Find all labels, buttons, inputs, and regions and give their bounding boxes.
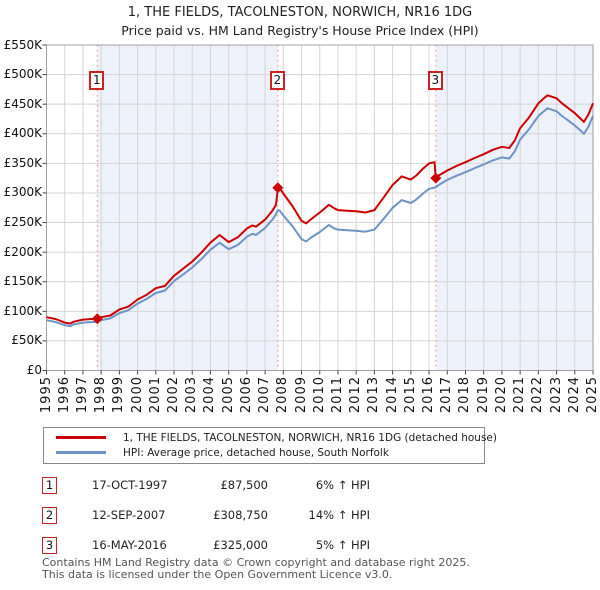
sale-number-badge: 2 <box>42 507 57 524</box>
sale-price: £308,750 <box>213 508 268 522</box>
sale-number-badge: 1 <box>42 477 57 494</box>
y-axis-label: £150K <box>3 274 42 289</box>
x-axis-label: 2009 <box>293 376 309 414</box>
x-axis-label: 2016 <box>421 376 437 414</box>
footer-licence: This data is licensed under the Open Gov… <box>42 568 393 581</box>
x-axis-label: 2010 <box>311 376 327 414</box>
sale-table-row: 1 17-OCT-1997 £87,500 6% ↑ HPI <box>0 477 600 495</box>
sale-price: £325,000 <box>213 538 268 552</box>
x-axis-label: 1996 <box>56 376 72 414</box>
x-axis-label: 2001 <box>147 376 163 414</box>
chart-title: 1, THE FIELDS, TACOLNESTON, NORWICH, NR1… <box>127 5 473 20</box>
x-axis-label: 2008 <box>275 376 291 414</box>
y-axis-label: £450K <box>3 96 42 111</box>
sale-hpi-delta: 6% ↑ HPI <box>315 478 370 492</box>
sale-number-badge: 3 <box>42 537 57 554</box>
x-axis-label: 2022 <box>530 376 546 414</box>
price-chart <box>42 44 594 375</box>
x-axis-label: 1995 <box>38 376 54 414</box>
x-axis-label: 2000 <box>129 376 145 414</box>
y-axis-label: £350K <box>3 155 42 170</box>
x-axis-label: 2003 <box>184 376 200 414</box>
x-axis-label: 2021 <box>512 376 528 414</box>
x-axis-label: 2007 <box>257 376 273 414</box>
x-axis-label: 2020 <box>493 376 509 414</box>
hpi-line-swatch <box>56 451 106 454</box>
x-axis-label: 2023 <box>548 376 564 414</box>
y-axis-label: £200K <box>3 244 42 259</box>
sale-hpi-delta: 5% ↑ HPI <box>315 538 370 552</box>
y-axis-label: £300K <box>3 185 42 200</box>
y-axis-label: £50K <box>11 333 42 348</box>
x-axis-label: 2024 <box>566 376 582 414</box>
x-axis-label: 1997 <box>74 376 90 414</box>
x-axis-label: 2012 <box>348 376 364 414</box>
sale-marker-box: 1 <box>89 71 105 90</box>
x-axis-label: 2005 <box>220 376 236 414</box>
x-axis-label: 2015 <box>402 376 418 414</box>
x-axis-label: 2004 <box>202 376 218 414</box>
sale-marker-box: 2 <box>269 71 285 90</box>
y-axis-label: £500K <box>3 67 42 82</box>
x-axis-label: 2006 <box>238 376 254 414</box>
sale-date: 17-OCT-1997 <box>92 478 168 492</box>
x-axis-label: 2019 <box>475 376 491 414</box>
sale-table-row: 2 12-SEP-2007 £308,750 14% ↑ HPI <box>0 507 600 525</box>
sale-date: 12-SEP-2007 <box>92 508 166 522</box>
sale-marker-box: 3 <box>427 71 443 90</box>
legend-label-hpi: HPI: Average price, detached house, Sout… <box>123 446 389 459</box>
x-axis-label: 1998 <box>93 376 109 414</box>
x-axis-label: 2002 <box>166 376 182 414</box>
x-axis-label: 2014 <box>384 376 400 414</box>
x-axis-label: 2017 <box>439 376 455 414</box>
legend: 1, THE FIELDS, TACOLNESTON, NORWICH, NR1… <box>43 427 497 464</box>
y-axis-label: £0 <box>26 363 42 377</box>
sale-price: £87,500 <box>220 478 268 492</box>
property-line-swatch <box>56 436 106 439</box>
sale-table-row: 3 16-MAY-2016 £325,000 5% ↑ HPI <box>0 537 600 555</box>
x-axis-label: 2018 <box>457 376 473 414</box>
x-axis-label: 2011 <box>329 376 345 414</box>
legend-label-property: 1, THE FIELDS, TACOLNESTON, NORWICH, NR1… <box>123 431 497 444</box>
y-axis-label: £100K <box>3 303 42 318</box>
x-axis-label: 2013 <box>366 376 382 414</box>
chart-subtitle: Price paid vs. HM Land Registry's House … <box>121 23 479 38</box>
y-axis-label: £250K <box>3 215 42 230</box>
sale-date: 16-MAY-2016 <box>92 538 167 552</box>
footer-copyright: Contains HM Land Registry data © Crown c… <box>42 556 470 569</box>
sale-hpi-delta: 14% ↑ HPI <box>308 508 370 522</box>
legend-row-property: 1, THE FIELDS, TACOLNESTON, NORWICH, NR1… <box>44 430 497 445</box>
y-axis-label: £400K <box>3 126 42 141</box>
legend-row-hpi: HPI: Average price, detached house, Sout… <box>44 445 484 460</box>
x-axis-label: 2025 <box>585 376 600 414</box>
y-axis-label: £550K <box>3 37 42 52</box>
x-axis-label: 1999 <box>111 376 127 414</box>
